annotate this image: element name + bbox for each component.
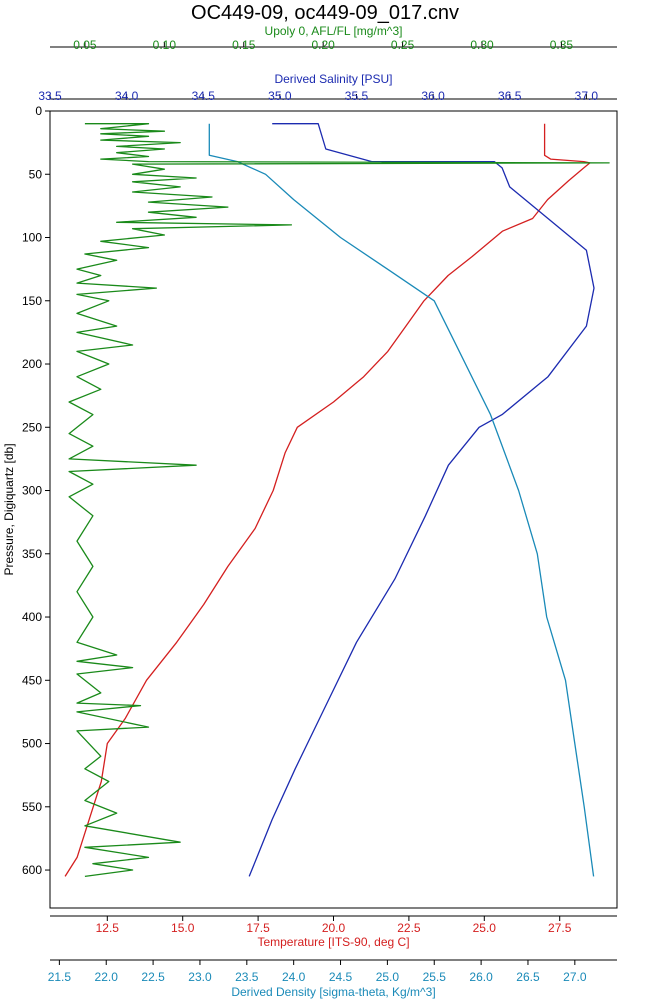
salinity-tick-label: 37.0 — [575, 89, 599, 103]
y-tick-label: 500 — [22, 737, 42, 751]
salinity-tick-label: 33.5 — [38, 89, 62, 103]
density-tick-label: 26.0 — [469, 970, 493, 984]
density-tick-label: 21.5 — [48, 970, 72, 984]
salinity-axis-label: Derived Salinity [PSU] — [274, 72, 392, 86]
density-axis-label: Derived Density [sigma-theta, Kg/m^3] — [231, 985, 435, 999]
y-tick-label: 350 — [22, 547, 42, 561]
chart-title: OC449-09, oc449-09_017.cnv — [191, 2, 459, 24]
density-tick-label: 22.0 — [95, 970, 119, 984]
temperature-tick-label: 15.0 — [171, 921, 195, 935]
fluor-tick-label: 0.05 — [73, 38, 97, 52]
y-tick-label: 400 — [22, 610, 42, 624]
y-tick-label: 450 — [22, 673, 42, 687]
fluor-tick-label: 0.20 — [311, 38, 335, 52]
temperature-tick-label: 12.5 — [96, 921, 120, 935]
series-layer — [64, 123, 610, 878]
y-tick-label: 250 — [22, 420, 42, 434]
fluor-tick-label: 0.15 — [232, 38, 256, 52]
salinity-tick-label: 34.0 — [115, 89, 139, 103]
salinity-tick-label: 36.0 — [421, 89, 445, 103]
y-tick-label: 550 — [22, 800, 42, 814]
temperature-tick-label: 22.5 — [397, 921, 421, 935]
density-tick-label: 26.5 — [516, 970, 540, 984]
plot-area — [49, 110, 618, 909]
y-tick-label: 200 — [22, 357, 42, 371]
y-tick-label: 100 — [22, 231, 42, 245]
salinity-profile-line — [248, 123, 595, 877]
density-tick-label: 24.0 — [282, 970, 306, 984]
temperature-tick-label: 20.0 — [322, 921, 346, 935]
fluor-profile-line — [68, 123, 610, 878]
temperature-tick-label: 27.5 — [548, 921, 572, 935]
salinity-tick-label: 36.5 — [498, 89, 522, 103]
temperature-tick-label: 17.5 — [246, 921, 270, 935]
y-tick-label: 0 — [35, 104, 42, 118]
y-tick-label: 150 — [22, 294, 42, 308]
fluor-tick-label: 0.25 — [391, 38, 415, 52]
density-tick-label: 23.5 — [235, 970, 259, 984]
salinity-tick-label: 34.5 — [192, 89, 216, 103]
temperature-tick-label: 25.0 — [473, 921, 497, 935]
density-tick-label: 23.0 — [188, 970, 212, 984]
density-tick-label: 22.5 — [141, 970, 165, 984]
y-tick-label: 50 — [29, 167, 43, 181]
temperature-axis-label: Temperature [ITS-90, deg C] — [257, 935, 409, 949]
fluor-tick-label: 0.35 — [550, 38, 574, 52]
salinity-tick-label: 35.0 — [268, 89, 292, 103]
axes-layer: 0 50 100 150 200 250 300 350 400 450 500 550 600 Pres… — [2, 24, 617, 999]
density-tick-label: 25.5 — [423, 970, 447, 984]
salinity-tick-label: 35.5 — [345, 89, 369, 103]
y-tick-label: 300 — [22, 484, 42, 498]
density-tick-label: 24.5 — [329, 970, 353, 984]
y-axis-label: Pressure, Digiquartz [db] — [2, 443, 16, 575]
fluor-tick-label: 0.30 — [470, 38, 494, 52]
fluor-tick-label: 0.10 — [153, 38, 177, 52]
density-profile-line — [208, 123, 595, 877]
y-tick-label: 600 — [22, 863, 42, 877]
fluor-axis-label: Upoly 0, AFL/FL [mg/m^3] — [265, 24, 403, 38]
temperature-profile-line — [64, 123, 591, 877]
density-tick-label: 25.0 — [376, 970, 400, 984]
density-tick-label: 27.0 — [563, 970, 587, 984]
